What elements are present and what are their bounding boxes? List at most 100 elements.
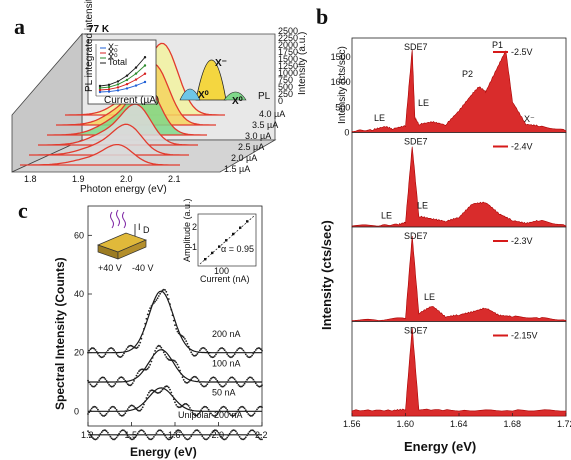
panel-c-data-point	[131, 404, 134, 407]
panel-a-inset-point	[116, 89, 120, 92]
panel-b-voltage-label: -2.15V	[511, 331, 538, 341]
panel-c-data-point	[95, 407, 98, 409]
panel-c-data-point	[226, 353, 229, 355]
panel-c-data-point	[206, 438, 209, 440]
panel-c-data-point	[199, 349, 201, 352]
panel-a-x0-peak-fill	[179, 88, 201, 101]
panel-c-data-point	[180, 405, 183, 408]
panel-a-current-label: 3.0 µA	[245, 131, 271, 141]
panel-c-data-point	[154, 390, 157, 393]
panel-c-data-point	[225, 407, 227, 410]
panel-c-data-point	[181, 433, 184, 435]
panel-c-data-point	[196, 353, 199, 355]
panel-b-peak-label: SDE7	[404, 137, 428, 147]
panel-c-data-point	[115, 436, 118, 439]
panel-a-ylabel: Intensity (a.u.)	[297, 32, 308, 95]
panel-c-data-point	[157, 295, 160, 297]
panel-c-data-point	[107, 349, 109, 352]
panel-c-data-point	[243, 407, 246, 410]
panel-c-data-point	[227, 379, 230, 381]
panel-c-data-point	[247, 432, 250, 435]
panel-c-data-point	[187, 345, 190, 348]
panel-b-y-tick-label: 500	[335, 102, 350, 112]
panel-a-inset-point	[134, 72, 138, 75]
panel-c-data-point	[99, 433, 102, 435]
panel-c-data-point	[94, 406, 97, 408]
panel-c-data-point	[131, 438, 134, 441]
panel-c-data-point	[254, 432, 257, 435]
panel-b-x-tick-label: 1.72	[557, 419, 571, 429]
panel-c-data-point	[175, 430, 178, 433]
panel-c-series-label: 50 nA	[212, 388, 236, 398]
panel-c-data-point	[225, 383, 227, 385]
panel-c-data-point	[225, 351, 227, 353]
panel-label-a: a	[14, 14, 25, 39]
panel-c-data-point	[167, 386, 170, 389]
panel-c-data-point	[88, 411, 91, 414]
panel-c-data-point	[105, 380, 108, 382]
panel-b-spectrum-area	[351, 49, 567, 133]
panel-c-data-point	[241, 385, 244, 388]
panel-c-inset-point	[239, 226, 242, 229]
panel-c-data-point	[164, 434, 167, 437]
panel-c-data-point	[189, 348, 191, 351]
panel-c-data-point	[258, 405, 261, 408]
panel-a-inset-point	[125, 74, 129, 77]
panel-a-inset-point	[125, 82, 129, 86]
panel-c-data-point	[126, 434, 129, 436]
panel-c-data-point	[110, 347, 113, 349]
panel-c-data-point	[176, 363, 179, 366]
panel-c-data-point	[135, 434, 138, 437]
panel-c-data-point	[172, 398, 175, 401]
panel-c-data-point	[254, 382, 257, 385]
panel-a-inset-point	[134, 66, 138, 69]
panel-c-data-point	[246, 378, 249, 381]
panel-c-data-point	[207, 352, 210, 355]
panel-c-data-point	[104, 353, 107, 356]
panel-c-data-point	[177, 406, 180, 409]
panel-c-data-point	[174, 431, 176, 434]
panel-c-data-point	[201, 384, 204, 387]
panel-c-data-point	[113, 384, 115, 387]
panel-c-data-point	[226, 381, 229, 383]
panel-a-inset-lines	[98, 56, 147, 94]
panel-c-data-point	[179, 369, 181, 372]
panel-c-data-point	[161, 388, 164, 391]
panel-c-data-point	[187, 438, 190, 440]
panel-c-data-point	[247, 377, 250, 380]
panel-c-data-point	[197, 430, 200, 432]
panel-c-voltage-label: -40 V	[132, 263, 154, 273]
panel-a-spectrum-curve	[38, 103, 198, 146]
panel-c-y-tick-label: 40	[74, 289, 84, 299]
panel-c-inset-x-tick-label: 100	[214, 266, 229, 276]
panel-c-data-point	[216, 379, 219, 382]
panel-c-data-point	[97, 381, 99, 384]
panel-c-data-point	[190, 351, 193, 354]
panel-c-data-point	[223, 384, 226, 387]
panel-c-data-point	[102, 356, 104, 358]
panel-c-data-point	[238, 347, 241, 349]
panel-c-data-point	[104, 378, 107, 380]
panel-c-data-point	[203, 347, 206, 350]
panel-c-data-point	[195, 376, 198, 379]
panel-c-data-point	[184, 380, 186, 383]
panel-b-x-tick-label: 1.56	[343, 419, 361, 429]
panel-c-data-point	[171, 394, 174, 397]
panel-c-data-point	[105, 412, 108, 415]
panel-c-data-point	[187, 405, 190, 407]
panel-c-data-point	[114, 383, 117, 385]
panel-c-x-tick-label: 1.5	[125, 430, 138, 440]
panel-c-data-point	[226, 409, 229, 411]
panel-c-data-point	[258, 347, 261, 350]
panel-a-inset-point	[143, 80, 147, 84]
panel-c-data-point	[165, 356, 168, 358]
panel-c-data-point	[179, 429, 181, 432]
panel-c-data-point	[131, 345, 134, 348]
panel-c-data-point	[98, 435, 101, 437]
panel-c-data-point	[135, 408, 138, 411]
panel-c-data-point	[176, 330, 179, 333]
panel-c-data-point	[233, 414, 236, 416]
panel-c-data-point	[218, 348, 221, 350]
panel-b-spectrum-area	[351, 327, 567, 417]
panel-a-inset-point	[134, 84, 138, 87]
